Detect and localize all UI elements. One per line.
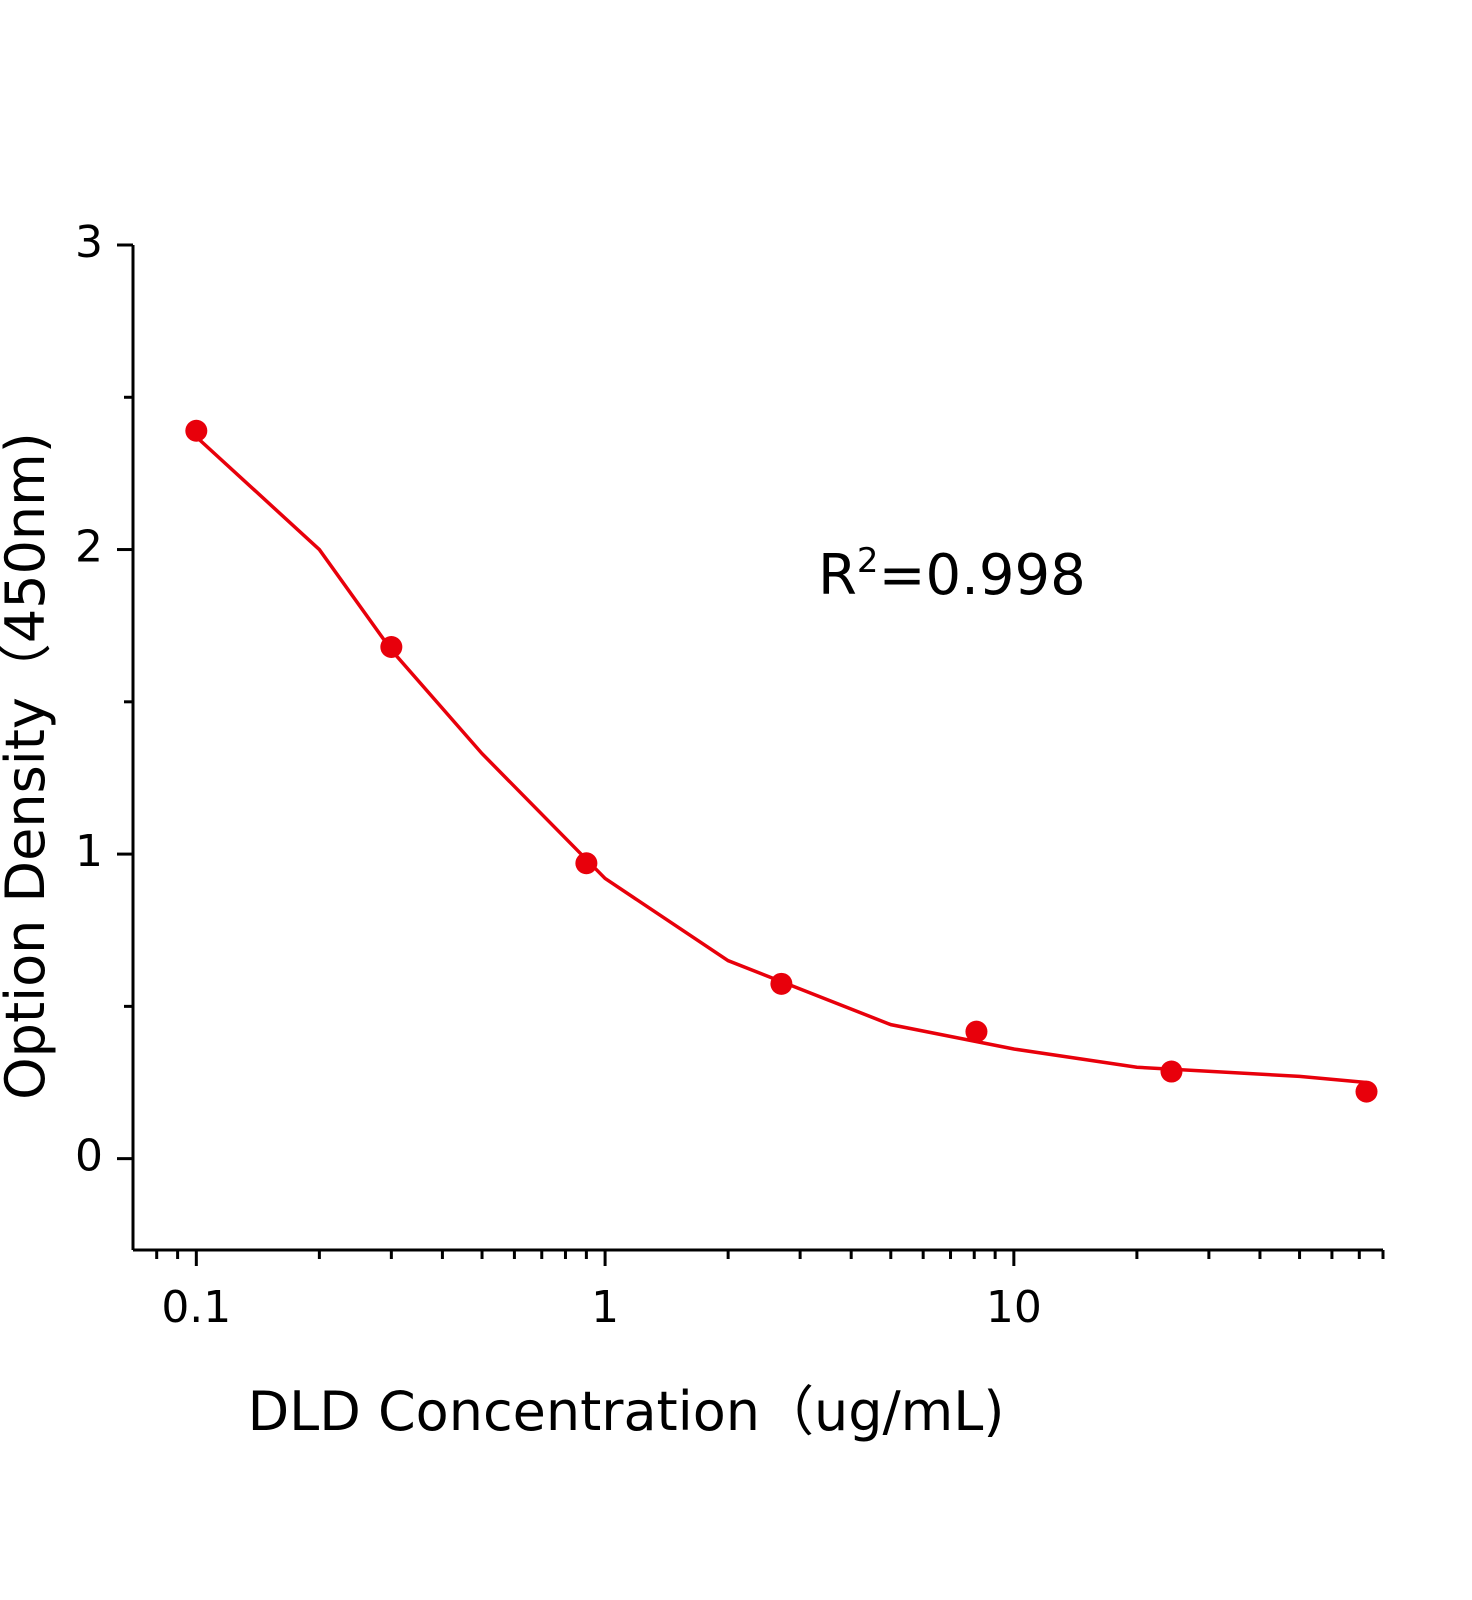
x-tick-label: 0.1	[161, 1282, 231, 1333]
data-point	[1355, 1080, 1378, 1103]
fit-curve	[195, 435, 1367, 1085]
x-tick-label: 1	[591, 1282, 619, 1333]
data-point	[575, 852, 598, 875]
annotation-rest: =0.998	[879, 543, 1086, 608]
annotation-base: R	[818, 543, 857, 608]
y-tick-label: 1	[75, 826, 103, 877]
x-axis-label: DLD Concentration（ug/mL)	[248, 1380, 1005, 1443]
annotation: R2=0.998	[818, 541, 1086, 608]
data-point	[1160, 1060, 1183, 1083]
y-axis-label: Option Density（450nm)	[0, 432, 57, 1100]
y-tick-label: 0	[75, 1131, 103, 1182]
y-tick-label: 3	[75, 217, 103, 268]
y-tick-label: 2	[75, 522, 103, 573]
x-tick-label: 10	[986, 1282, 1042, 1333]
annotation-superscript: 2	[857, 541, 879, 581]
data-point	[965, 1020, 988, 1043]
data-point	[185, 419, 208, 442]
